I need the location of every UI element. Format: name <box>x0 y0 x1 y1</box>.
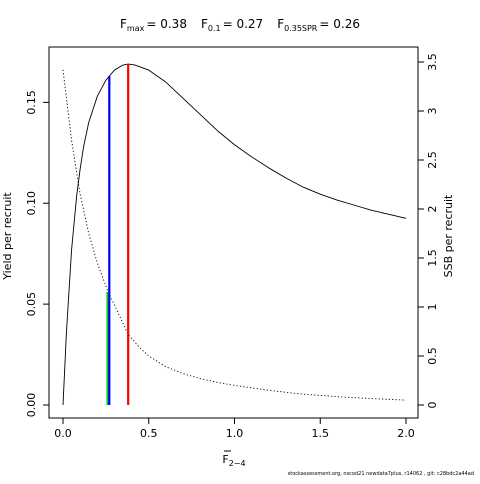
title-symbol: F <box>277 17 284 31</box>
y-tick-label: 0.15 <box>25 90 38 115</box>
y-axis-left: 0.00 0.05 0.10 0.15 <box>25 90 50 418</box>
chart-title: Fmax = 0.38 F0.1 = 0.27 F0.35SPR = 0.26 <box>120 17 360 33</box>
reference-lines <box>106 64 130 405</box>
y-tick-label: 0.05 <box>25 292 38 317</box>
x-tick-label: 0.5 <box>140 427 158 440</box>
x-tick-label: 2.0 <box>397 427 415 440</box>
x-label-symbol: F <box>222 453 228 466</box>
plot-frame <box>48 46 419 419</box>
title-value: = 0.38 <box>146 17 187 31</box>
y-right-tick-label: 1.5 <box>426 249 439 267</box>
x-tick-label: 1.5 <box>312 427 330 440</box>
ssb-per-recruit-curve <box>62 69 407 401</box>
yield-per-recruit-curve <box>62 63 407 406</box>
title-value: = 0.27 <box>223 17 264 31</box>
title-text: Fmax = 0.38 F0.1 = 0.27 F0.35SPR = 0.26 <box>120 17 360 33</box>
series-group <box>62 63 407 406</box>
title-subscript: max <box>127 24 145 33</box>
x-tick-label: 1.0 <box>226 427 244 440</box>
title-subscript: 0.35SPR <box>284 24 318 33</box>
x-axis: 0.0 0.5 1.0 1.5 2.0 <box>54 417 415 440</box>
y-axis-label: Yield per recruit <box>1 192 14 281</box>
title-value: = 0.26 <box>319 17 360 31</box>
x-axis-label: F2−4 <box>222 453 245 468</box>
title-subscript: 0.1 <box>208 24 221 33</box>
y-right-tick-label: 2.5 <box>426 151 439 169</box>
title-symbol: F <box>120 17 127 31</box>
title-symbol: F <box>201 17 208 31</box>
y-tick-label: 0.10 <box>25 191 38 216</box>
y-tick-label: 0.00 <box>25 393 38 418</box>
y-axis-right: 0 0.5 1 1.5 2 2.5 3 3.5 <box>417 53 439 409</box>
x-tick-label: 0.0 <box>54 427 72 440</box>
y-right-tick-label: 2 <box>426 206 439 213</box>
y-right-tick-label: 3 <box>426 108 439 115</box>
y-right-tick-label: 3.5 <box>426 53 439 71</box>
footer-text: stockassessment.org, nscod21 newdata7plu… <box>287 471 474 477</box>
y-right-tick-label: 1 <box>426 304 439 311</box>
y-right-tick-label: 0.5 <box>426 347 439 365</box>
y-axis-right-label: SSB per recruit <box>442 194 455 277</box>
x-label-subscript: 2−4 <box>229 459 246 468</box>
y-right-tick-label: 0 <box>426 402 439 409</box>
